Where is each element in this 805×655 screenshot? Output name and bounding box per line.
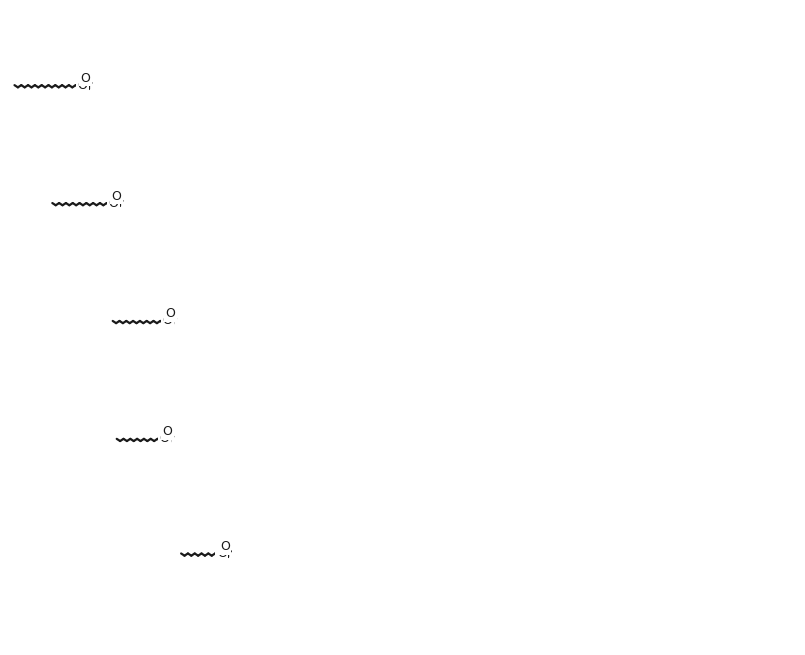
Text: O: O xyxy=(112,189,122,202)
Text: O: O xyxy=(80,71,90,84)
Text: O: O xyxy=(109,196,118,210)
Text: O: O xyxy=(217,547,227,560)
Text: O: O xyxy=(165,307,175,320)
Text: O: O xyxy=(77,79,88,92)
Text: O: O xyxy=(163,425,172,438)
Text: O: O xyxy=(220,540,230,553)
Text: O: O xyxy=(162,314,172,328)
Text: O: O xyxy=(159,432,169,445)
